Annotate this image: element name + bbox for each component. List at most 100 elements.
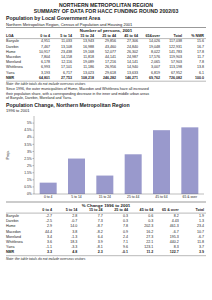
y-tick-label: 1% xyxy=(27,178,32,182)
table-cell: 16.2 xyxy=(146,230,153,234)
table-cell: 119,903 xyxy=(169,55,182,59)
table-cell: -8.2 xyxy=(96,230,102,234)
column-header: 25 to 44 xyxy=(114,208,129,212)
bar xyxy=(153,130,170,194)
y-tick-label: 4.5% xyxy=(24,128,32,132)
table-cell: 23.4 xyxy=(197,224,204,228)
page: NORTHERN METROPOLITAN REGIONSUMMARY OF D… xyxy=(0,0,212,300)
column-header: 5 to 14 xyxy=(60,34,73,38)
table-cell: 18.3 xyxy=(70,240,77,244)
y-axis-label: Prop. xyxy=(6,150,10,159)
table-cell: 2.4 xyxy=(123,235,128,239)
table-cell: 2,065 xyxy=(151,60,160,64)
y-tick xyxy=(33,158,35,159)
row-label: Macedon xyxy=(6,55,21,59)
table-header: Number of persons, 2001 xyxy=(80,28,133,33)
table-cell: 17,101 xyxy=(61,65,72,69)
column-header: 15 to 24 xyxy=(89,208,104,212)
table-cell: 7.7 xyxy=(98,214,103,218)
table-cell: 202.3 xyxy=(144,224,153,228)
y-tick-label: 3.5% xyxy=(24,143,32,147)
table-cell: 19,089 xyxy=(83,60,94,64)
table-cell: 117,038 xyxy=(169,39,182,43)
x-tick-label: 25 to 44 xyxy=(127,195,139,199)
table-cell: 0.9 xyxy=(123,230,128,234)
table-cell: 3.6 xyxy=(47,240,52,244)
column-header: 25 to 44 xyxy=(102,34,117,38)
table-cell: 0.3 xyxy=(123,219,128,223)
page-title: SUMMARY OF DATA FOR HACC FUNDING ROUND 2… xyxy=(34,8,179,14)
table-cell: 122.7 xyxy=(170,250,179,254)
table-cell: 1.9 xyxy=(199,214,204,218)
table-cell: 23,438 xyxy=(61,50,72,54)
table-cell: 11,818 xyxy=(83,55,94,59)
y-tick xyxy=(33,130,35,131)
table-cell: 11.7 xyxy=(197,55,204,59)
bar xyxy=(40,183,57,194)
table-cell: 726,082 xyxy=(169,76,182,80)
table-cell: -1.1 xyxy=(46,245,52,249)
table-cell: 67,952 xyxy=(171,71,182,75)
table-cell: 17,216 xyxy=(105,60,116,64)
table-cell: 13.8 xyxy=(197,65,204,69)
table-cell: 29,856 xyxy=(105,39,116,43)
table-cell: 64,801 xyxy=(39,76,50,80)
table-cell: 44,141 xyxy=(105,55,116,59)
table-cell: 0.3 xyxy=(123,214,128,218)
table-cell: 108,218 xyxy=(81,76,94,80)
table-cell: 13,023 xyxy=(83,71,94,75)
row-label: NMR xyxy=(6,250,15,254)
table-cell: 24,987 xyxy=(127,55,138,59)
table-cell: 4.43 xyxy=(172,219,179,223)
table-cell: 123.1 xyxy=(144,245,153,249)
x-tick-label: 5 to 14 xyxy=(71,195,81,199)
x-axis xyxy=(34,194,204,195)
table-cell: 13,633 xyxy=(127,71,138,75)
table-cell: 6,819 xyxy=(151,71,160,75)
table-cell: 4,951 xyxy=(41,39,50,43)
table-cell: 13,943 xyxy=(83,39,94,43)
y-tick-label: 5% xyxy=(27,121,32,125)
chart-subtitle: 1996 to 2001 xyxy=(6,108,30,113)
row-label: Yarra xyxy=(6,71,15,75)
x-tick-label: 15 to 24 xyxy=(99,195,111,199)
x-tick-label: 45 to 64 xyxy=(155,195,167,199)
bar xyxy=(125,154,142,194)
table-cell: 8.2 xyxy=(174,214,179,218)
bar xyxy=(68,159,85,194)
table-cell: 3.9 xyxy=(199,250,204,254)
row-label: Moreland xyxy=(6,235,21,239)
table-cell: 3.7 xyxy=(199,245,204,249)
row-label: Darebin xyxy=(6,219,19,223)
y-tick-label: 0.5% xyxy=(24,185,32,189)
table-cell: -3.3 xyxy=(71,245,77,249)
column-header: 45 to 64 xyxy=(124,34,139,38)
table-cell: 8.3 xyxy=(174,245,179,249)
table-cell: 113,198 xyxy=(169,65,182,69)
table-cell: 3,007 xyxy=(151,65,160,69)
table-cell: 15.6 xyxy=(197,39,204,43)
table-cell: 44.4 xyxy=(45,230,52,234)
table-cell: 6,993 xyxy=(41,65,50,69)
table-cell: 122,931 xyxy=(169,45,182,49)
table-cell: 3.9 xyxy=(98,240,103,244)
table-cell: 29,618 xyxy=(105,71,116,75)
row-label: Banyule xyxy=(6,214,19,218)
x-tick-label: 0 to 4 xyxy=(44,195,53,199)
y-tick-label: 2% xyxy=(27,164,32,168)
row-label: Hume xyxy=(6,50,16,54)
table-cell: 3,193 xyxy=(41,71,50,75)
table-cell: 9.6 xyxy=(123,245,128,249)
table-cell: 10,917 xyxy=(39,50,50,54)
table-cell: 11.8 xyxy=(197,240,204,244)
table-cell: 440.2 xyxy=(170,240,179,244)
y-tick xyxy=(33,165,35,166)
table-cell: 0.3 xyxy=(148,219,153,223)
y-axis xyxy=(34,116,35,194)
table-cell: -2.5 xyxy=(46,219,52,223)
y-tick xyxy=(33,194,35,195)
row-label: Moreland xyxy=(6,60,21,64)
table-cell: 24,840 xyxy=(127,45,138,49)
row-label: Macedon xyxy=(6,230,21,234)
table-cell: 14,026 xyxy=(149,39,160,43)
